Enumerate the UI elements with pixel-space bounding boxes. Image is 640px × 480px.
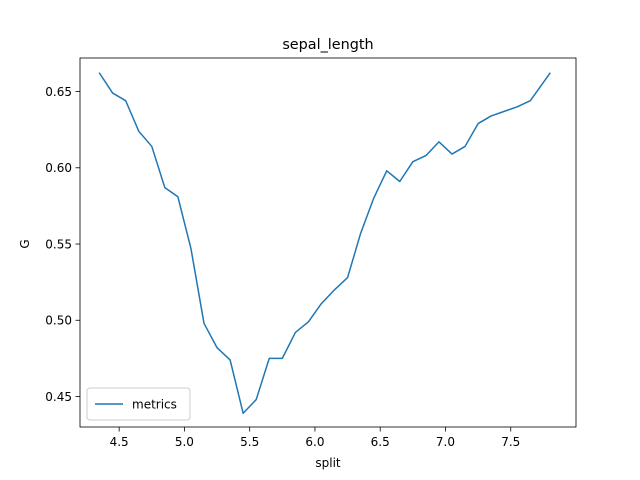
y-tick-label: 0.45 [45,390,72,404]
x-tick-label: 4.5 [110,435,129,449]
axes-frame [79,57,577,428]
x-tick-label: 5.0 [175,435,194,449]
y-tick-label: 0.65 [45,85,72,99]
series-line-metrics [98,72,551,415]
legend-box [86,387,191,421]
x-tick-label: 7.5 [501,435,520,449]
y-tick-label: 0.55 [45,237,72,251]
y-tick-label: 0.60 [45,161,72,175]
x-axis-label: split [315,456,341,470]
x-tick-label: 6.5 [371,435,390,449]
plot-area: 4.5 5.0 5.5 6.0 6.5 7.0 7.5 0.45 0.50 0.55 0.60 0.6… [45,57,577,449]
x-tick-label: 7.0 [436,435,455,449]
y-axis-label: G [18,239,32,248]
x-tick-label: 5.5 [240,435,259,449]
x-tick-label: 6.0 [305,435,324,449]
y-tick-label: 0.50 [45,314,72,328]
legend-label: metrics [132,397,177,411]
chart-title: sepal_length [282,37,373,53]
